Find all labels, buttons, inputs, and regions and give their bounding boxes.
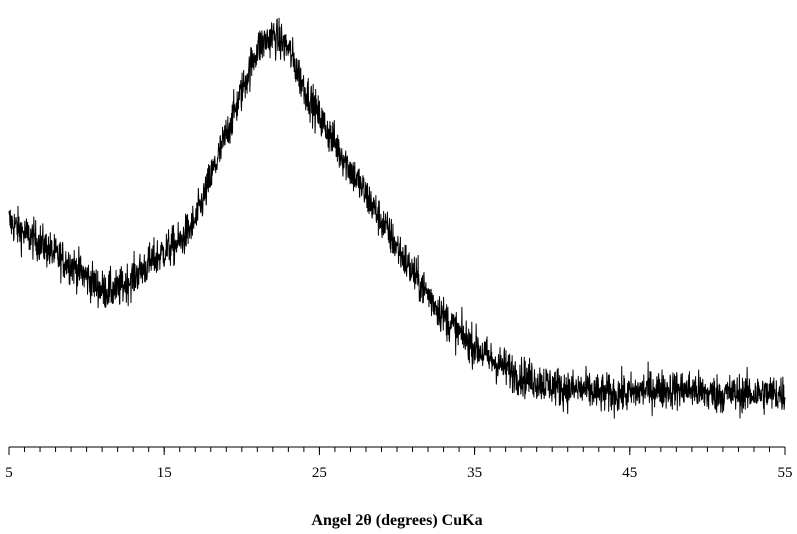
x-axis: 5 15 25 35 45 55 [5, 446, 793, 481]
x-axis-title: Angel 2θ (degrees) CuKa [311, 512, 482, 529]
plot-area [8, 17, 786, 419]
x-major-ticks [8, 447, 786, 455]
x-tick-label: 15 [157, 465, 172, 481]
x-tick-labels: 5 15 25 35 45 55 [5, 465, 792, 481]
x-tick-label: 55 [778, 465, 793, 481]
x-tick-label: 5 [5, 465, 13, 481]
x-tick-label: 35 [467, 465, 482, 481]
x-tick-label: 45 [622, 465, 637, 481]
series-line [8, 17, 786, 419]
x-tick-label: 25 [312, 465, 327, 481]
x-minor-ticks [8, 447, 786, 452]
